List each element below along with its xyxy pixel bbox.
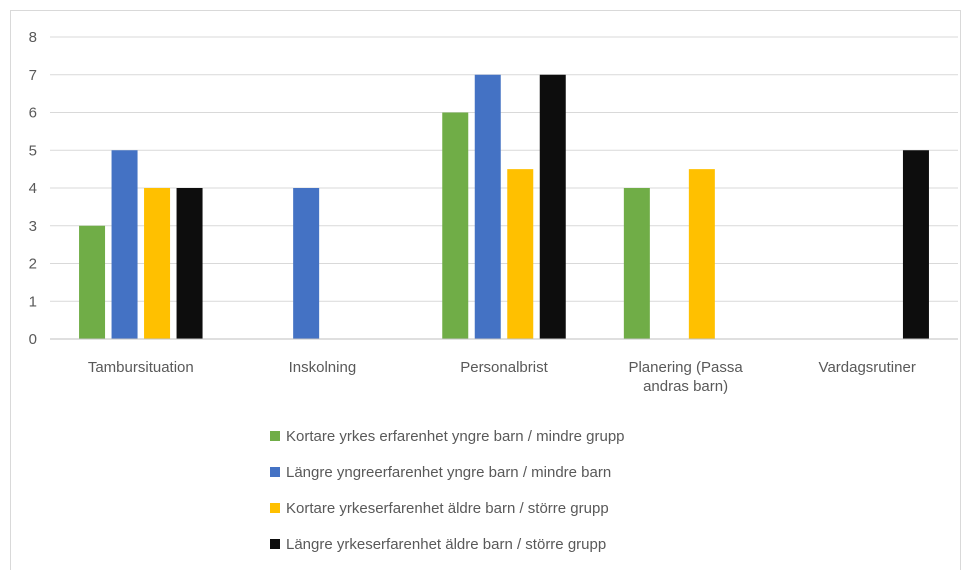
legend-item: Längre yrkeserfarenhet äldre barn / stör… — [270, 526, 870, 562]
legend-swatch — [270, 431, 280, 441]
category-label: Inskolning — [289, 359, 357, 376]
category-label: Vardagsrutiner — [819, 359, 916, 376]
category-label-line: Vardagsrutiner — [819, 359, 916, 376]
category-label: Personalbrist — [460, 359, 548, 376]
legend-item: Längre yngreerfarenhet yngre barn / mind… — [270, 454, 870, 490]
legend-swatch — [270, 503, 280, 513]
bar — [688, 169, 715, 339]
y-tick-label: 7 — [29, 67, 37, 84]
bar — [442, 112, 469, 339]
bar — [474, 74, 501, 339]
category-label-line: Personalbrist — [460, 359, 548, 376]
legend-label: Längre yngreerfarenhet yngre barn / mind… — [286, 463, 612, 481]
category-labels: Tambursituation Inskolning Personalbrist Pl… — [88, 359, 916, 395]
legend-swatch — [270, 467, 280, 477]
y-axis-tick-labels: 0 1 2 3 4 5 6 7 8 — [29, 29, 37, 348]
legend-label: Kortare yrkeserfarenhet äldre barn / stö… — [286, 499, 609, 517]
legend-item: Kortare yrkeserfarenhet äldre barn / stö… — [270, 490, 870, 526]
y-tick-label: 0 — [29, 331, 37, 348]
legend-item: Kortare yrkes erfarenhet yngre barn / mi… — [270, 418, 870, 454]
category-label: Tambursituation — [88, 359, 194, 376]
legend-swatch — [270, 539, 280, 549]
bar — [539, 74, 566, 339]
bar — [507, 169, 534, 339]
y-tick-label: 5 — [29, 142, 37, 159]
bar — [79, 225, 106, 339]
y-tick-label: 8 — [29, 29, 37, 46]
y-tick-label: 3 — [29, 218, 37, 235]
y-tick-label: 6 — [29, 105, 37, 122]
legend-label: Längre yrkeserfarenhet äldre barn / stör… — [286, 535, 607, 553]
bar — [144, 188, 171, 339]
bar — [111, 150, 138, 339]
bar — [176, 188, 203, 339]
bar — [623, 188, 650, 339]
legend-label: Kortare yrkes erfarenhet yngre barn / mi… — [286, 427, 625, 445]
bar — [902, 150, 929, 339]
legend: Kortare yrkes erfarenhet yngre barn / mi… — [270, 418, 870, 562]
category-label-line: andras barn) — [643, 378, 728, 395]
category-label-line: Tambursituation — [88, 359, 194, 376]
category-label: Planering (Passa andras barn) — [628, 359, 743, 395]
category-label-line: Inskolning — [289, 359, 357, 376]
bars — [79, 74, 929, 339]
y-tick-label: 1 — [29, 293, 37, 310]
y-tick-label: 2 — [29, 256, 37, 273]
bar — [293, 188, 320, 339]
category-label-line: Planering (Passa — [628, 359, 743, 376]
y-tick-label: 4 — [29, 180, 37, 197]
